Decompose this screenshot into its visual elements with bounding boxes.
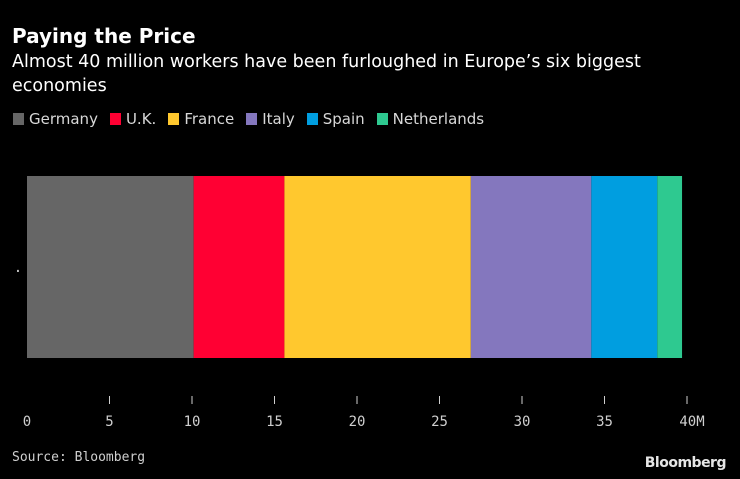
bloomberg-logo: Bloomberg <box>644 455 727 471</box>
legend-item-italy: Italy <box>246 110 295 128</box>
legend: Germany U.K. France Italy Spain Netherlands <box>13 110 496 128</box>
bar-segment-netherlands <box>657 176 683 358</box>
legend-swatch <box>13 113 24 125</box>
bar-segment-spain <box>591 176 658 358</box>
x-tick-label: 15 <box>266 414 283 430</box>
legend-label: Netherlands <box>392 110 485 128</box>
legend-item-france: France <box>168 110 234 128</box>
legend-item-spain: Spain <box>306 110 365 128</box>
legend-swatch <box>376 113 388 125</box>
chart-title: Paying the Price <box>12 24 196 48</box>
x-tick-label: 10 <box>184 414 201 430</box>
legend-item-netherlands: Netherlands <box>376 110 485 128</box>
legend-label: U.K. <box>125 110 157 128</box>
legend-item-u-k: U.K. <box>109 110 157 128</box>
legend-item-germany: Germany <box>13 110 98 128</box>
x-tick-label: 40M <box>679 414 704 430</box>
legend-swatch <box>246 113 258 125</box>
x-tick-label: 30 <box>514 414 531 430</box>
x-tick-label: 25 <box>431 414 448 430</box>
legend-swatch <box>109 113 121 125</box>
x-tick-label: 0 <box>23 414 31 430</box>
bar-segment-u-k <box>193 176 285 358</box>
legend-swatch <box>306 113 318 125</box>
legend-label: Italy <box>262 110 295 128</box>
legend-swatch <box>168 113 180 125</box>
bar-segment-italy <box>470 176 592 358</box>
legend-label: France <box>184 110 235 128</box>
bar-segment-germany <box>27 176 194 358</box>
x-tick-label: 5 <box>105 414 113 430</box>
bar-segment-france <box>284 176 471 358</box>
source-note: Source: Bloomberg <box>12 450 146 465</box>
x-tick-label: 35 <box>596 414 613 430</box>
x-tick-label: 20 <box>349 414 366 430</box>
legend-label: Germany <box>29 110 98 128</box>
chart-subtitle: Almost 40 million workers have been furl… <box>12 52 641 96</box>
category-label: . <box>14 260 22 276</box>
legend-label: Spain <box>322 110 365 128</box>
